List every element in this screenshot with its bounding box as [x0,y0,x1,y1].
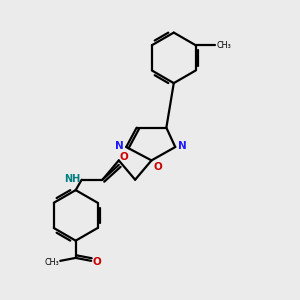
Text: N: N [178,140,186,151]
Text: O: O [154,162,163,172]
Text: O: O [92,257,101,267]
Text: CH₃: CH₃ [216,41,231,50]
Text: CH₃: CH₃ [44,258,59,267]
Text: N: N [115,140,124,151]
Text: O: O [120,152,129,163]
Text: NH: NH [64,173,80,184]
